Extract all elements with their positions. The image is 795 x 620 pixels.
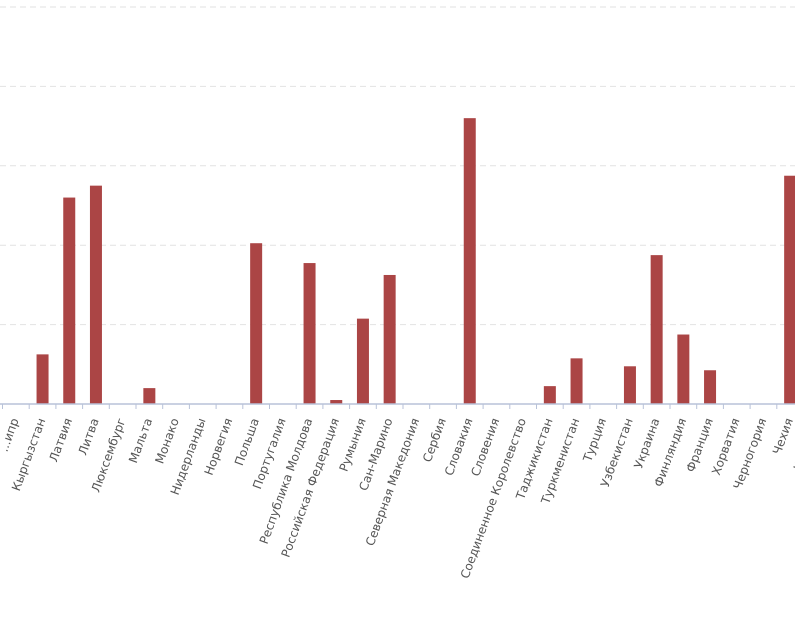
- bars: [36, 118, 795, 404]
- bar[interactable]: [463, 118, 476, 404]
- x-axis-tick-label: Латвия: [46, 416, 75, 464]
- x-axis-tick-label: Чехия: [770, 416, 795, 456]
- x-axis-tick-label: Монако: [152, 416, 181, 465]
- bar[interactable]: [704, 370, 717, 404]
- x-axis-tick-label: Сербия: [420, 416, 449, 464]
- bar[interactable]: [143, 388, 156, 404]
- x-axis-tick-label: Литва: [76, 416, 102, 457]
- bar[interactable]: [356, 318, 369, 404]
- bar[interactable]: [623, 366, 636, 404]
- bar[interactable]: [784, 175, 795, 404]
- bar[interactable]: [303, 263, 316, 404]
- x-axis-tick-label: Мальта: [126, 416, 155, 465]
- bar[interactable]: [36, 354, 49, 404]
- bar[interactable]: [383, 274, 396, 404]
- x-axis-tick-label: Турция: [580, 416, 609, 464]
- bar[interactable]: [330, 400, 343, 404]
- bar[interactable]: [543, 386, 556, 404]
- bar[interactable]: [63, 197, 76, 404]
- bar[interactable]: [650, 255, 663, 404]
- bar[interactable]: [89, 185, 102, 404]
- x-axis-tick-label: Польша: [232, 416, 262, 467]
- bar[interactable]: [250, 243, 263, 404]
- x-axis-tick-label: ...ипр: [0, 416, 22, 453]
- bar[interactable]: [677, 334, 690, 404]
- x-axis-tick-label: Украина: [631, 416, 662, 470]
- bar[interactable]: [570, 358, 583, 404]
- x-axis-ticks: [2, 404, 778, 409]
- grid-lines: [0, 6, 795, 326]
